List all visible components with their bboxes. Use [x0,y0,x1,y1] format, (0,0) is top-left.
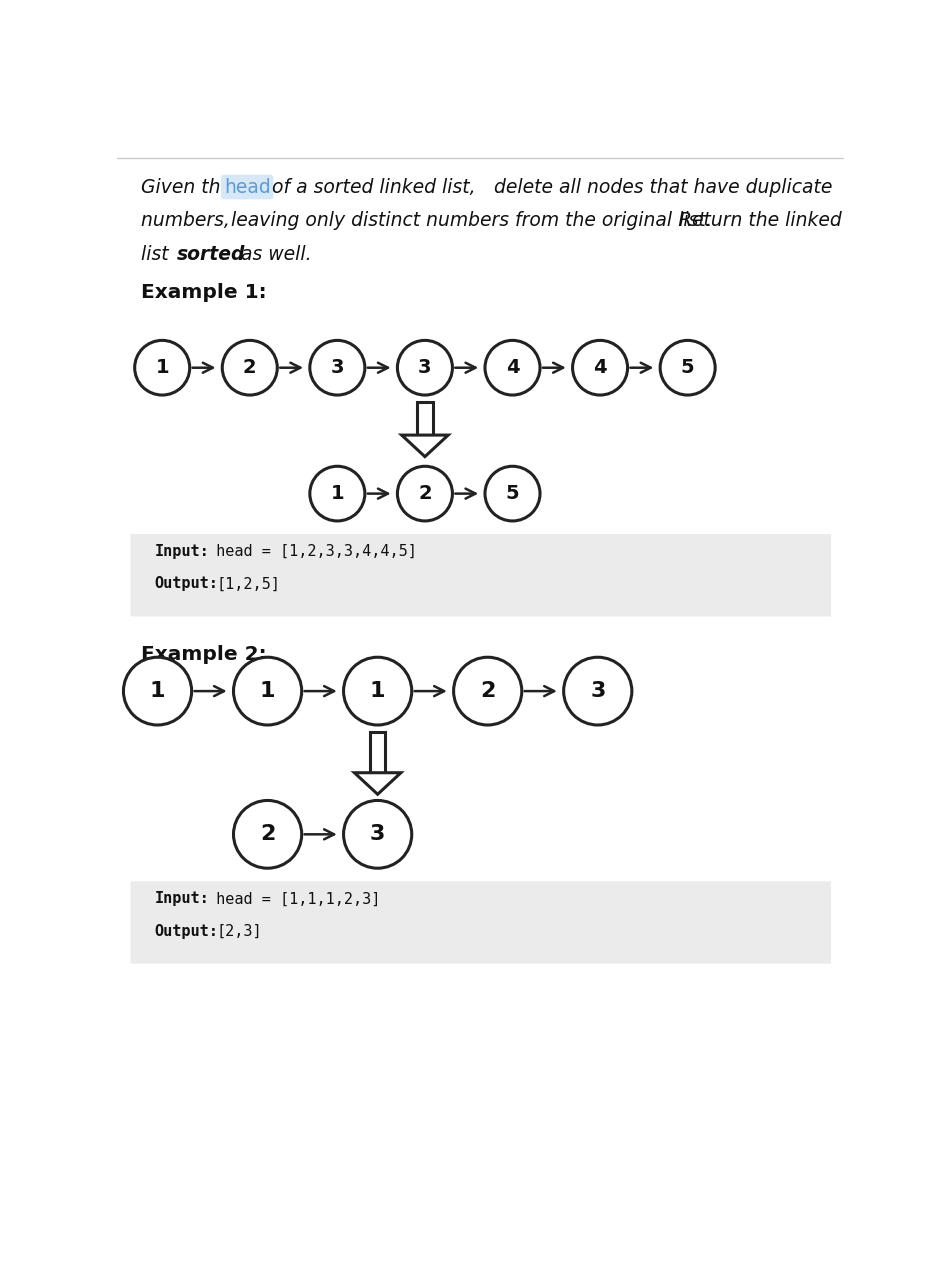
Text: 2: 2 [243,358,257,377]
Circle shape [135,340,189,395]
Text: 3: 3 [370,824,386,845]
Text: head: head [224,177,270,196]
Circle shape [343,800,412,868]
Text: head = [1,2,3,3,4,4,5]: head = [1,2,3,3,4,4,5] [207,544,417,559]
Text: of a sorted linked list,: of a sorted linked list, [266,177,482,196]
Text: [1,2,5]: [1,2,5] [217,576,280,591]
Text: 1: 1 [150,682,165,701]
Polygon shape [370,733,386,773]
Text: delete all nodes that have duplicate: delete all nodes that have duplicate [494,177,832,196]
Text: 2: 2 [480,682,495,701]
Text: Input:: Input: [155,892,209,906]
Circle shape [398,340,452,395]
Circle shape [485,340,540,395]
Text: list: list [141,245,174,264]
Text: Return the linked: Return the linked [673,211,841,231]
Circle shape [485,466,540,521]
Text: leaving only distinct numbers from the original list.: leaving only distinct numbers from the o… [231,211,712,231]
Text: 1: 1 [260,682,276,701]
Polygon shape [355,773,401,794]
Circle shape [222,340,278,395]
Text: Output:: Output: [155,924,219,939]
Text: [2,3]: [2,3] [217,924,262,939]
Text: 1: 1 [330,484,344,503]
Text: Example 1:: Example 1: [141,283,266,302]
Text: Output:: Output: [155,576,219,591]
Text: 2: 2 [260,824,275,845]
Circle shape [454,657,522,725]
Text: Example 2:: Example 2: [141,645,266,664]
Text: numbers,: numbers, [141,211,235,231]
Polygon shape [401,436,448,456]
FancyBboxPatch shape [130,882,831,963]
Text: head = [1,1,1,2,3]: head = [1,1,1,2,3] [207,892,381,906]
Circle shape [310,340,365,395]
Text: 5: 5 [506,484,520,503]
Circle shape [398,466,452,521]
Text: 4: 4 [506,358,520,377]
Circle shape [124,657,191,725]
Text: Given the: Given the [141,177,237,196]
Circle shape [564,657,632,725]
Text: 1: 1 [156,358,169,377]
Circle shape [660,340,715,395]
Text: 5: 5 [681,358,694,377]
Circle shape [343,657,412,725]
Text: as well.: as well. [235,245,311,264]
Text: 4: 4 [593,358,607,377]
Text: 1: 1 [370,682,386,701]
Polygon shape [417,403,432,436]
Circle shape [310,466,365,521]
Text: 3: 3 [330,358,344,377]
Text: 3: 3 [418,358,431,377]
FancyBboxPatch shape [130,534,831,617]
Text: 2: 2 [418,484,431,503]
Circle shape [234,657,302,725]
Text: Input:: Input: [155,544,209,559]
Text: 3: 3 [590,682,605,701]
Text: sorted: sorted [177,245,246,264]
Circle shape [572,340,628,395]
Circle shape [234,800,302,868]
